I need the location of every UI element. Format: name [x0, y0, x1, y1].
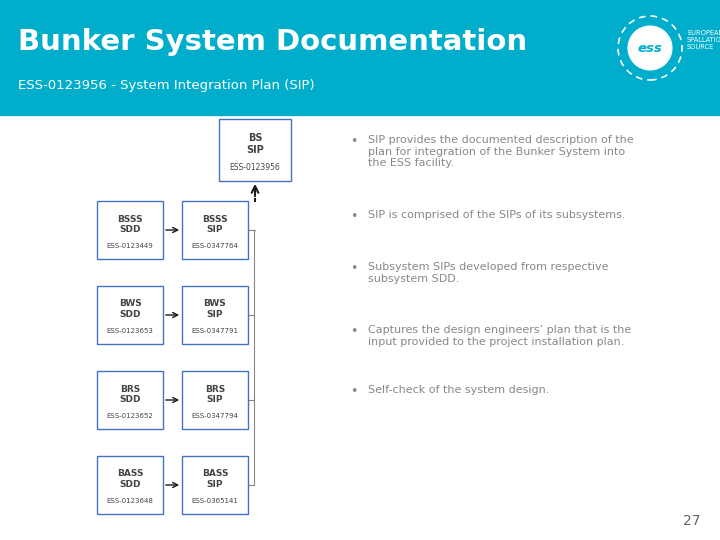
Text: Subsystem SIPs developed from respective
subsystem SDD.: Subsystem SIPs developed from respective… — [368, 262, 608, 284]
Text: •: • — [351, 135, 358, 148]
Text: BWS
SDD: BWS SDD — [119, 300, 141, 319]
FancyBboxPatch shape — [97, 371, 163, 429]
Text: ESS-0123449: ESS-0123449 — [107, 243, 153, 249]
Text: BRS
SDD: BRS SDD — [120, 384, 140, 404]
Circle shape — [628, 26, 672, 70]
Text: BRS
SIP: BRS SIP — [205, 384, 225, 404]
Bar — [0, 0, 720, 115]
Text: ESS-0123648: ESS-0123648 — [107, 498, 153, 504]
Text: SIP is comprised of the SIPs of its subsystems.: SIP is comprised of the SIPs of its subs… — [368, 210, 626, 220]
Text: BSSS
SDD: BSSS SDD — [117, 214, 143, 234]
Text: •: • — [351, 210, 358, 223]
Text: ESS-0123652: ESS-0123652 — [107, 413, 153, 419]
Text: •: • — [351, 262, 358, 275]
Text: BASS
SDD: BASS SDD — [117, 469, 143, 489]
FancyBboxPatch shape — [97, 456, 163, 514]
Text: Captures the design engineers’ plan that is the
input provided to the project in: Captures the design engineers’ plan that… — [368, 325, 631, 347]
Text: Self-check of the system design.: Self-check of the system design. — [368, 385, 549, 395]
Text: SIP provides the documented description of the
plan for integration of the Bunke: SIP provides the documented description … — [368, 135, 634, 168]
Text: ESS-0347791: ESS-0347791 — [192, 328, 238, 334]
Text: 27: 27 — [683, 514, 700, 528]
Text: BASS
SIP: BASS SIP — [202, 469, 228, 489]
Text: Bunker System Documentation: Bunker System Documentation — [18, 28, 527, 56]
Text: ESS-0123653: ESS-0123653 — [107, 328, 153, 334]
FancyBboxPatch shape — [97, 286, 163, 344]
Text: ESS-0123956 - System Integration Plan (SIP): ESS-0123956 - System Integration Plan (S… — [18, 78, 315, 91]
FancyBboxPatch shape — [182, 286, 248, 344]
Text: ESS-0365141: ESS-0365141 — [192, 498, 238, 504]
Text: ess: ess — [638, 42, 662, 55]
Text: ESS-0123956: ESS-0123956 — [230, 163, 280, 172]
FancyBboxPatch shape — [97, 201, 163, 259]
FancyBboxPatch shape — [182, 371, 248, 429]
Text: BSSS
SIP: BSSS SIP — [202, 214, 228, 234]
FancyBboxPatch shape — [182, 456, 248, 514]
Text: EUROPEAN
SPALLATION
SOURCE: EUROPEAN SPALLATION SOURCE — [687, 30, 720, 50]
Text: ESS-0347794: ESS-0347794 — [192, 413, 238, 419]
Text: •: • — [351, 385, 358, 398]
FancyBboxPatch shape — [182, 201, 248, 259]
Text: •: • — [351, 325, 358, 338]
FancyBboxPatch shape — [219, 119, 291, 181]
Text: BWS
SIP: BWS SIP — [204, 300, 226, 319]
Text: ESS-0347764: ESS-0347764 — [192, 243, 238, 249]
Text: BS
SIP: BS SIP — [246, 133, 264, 154]
